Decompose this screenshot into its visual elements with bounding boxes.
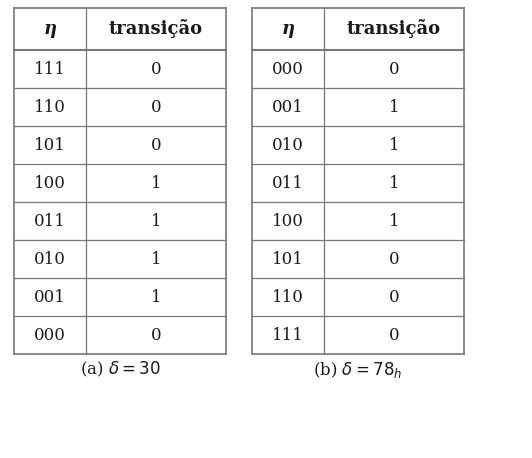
Text: 1: 1 — [151, 251, 161, 267]
Text: 000: 000 — [34, 327, 66, 344]
Text: 1: 1 — [389, 98, 400, 115]
Text: 110: 110 — [272, 289, 304, 305]
Text: 1: 1 — [389, 174, 400, 191]
Text: 1: 1 — [151, 213, 161, 229]
Text: 0: 0 — [151, 136, 161, 153]
Text: 111: 111 — [272, 327, 304, 344]
Text: 001: 001 — [34, 289, 66, 305]
Text: 1: 1 — [389, 213, 400, 229]
Text: 011: 011 — [34, 213, 66, 229]
Text: 0: 0 — [389, 289, 400, 305]
Text: 1: 1 — [151, 289, 161, 305]
Text: 100: 100 — [272, 213, 304, 229]
Text: transição: transição — [109, 20, 203, 38]
Text: 0: 0 — [389, 60, 400, 77]
Text: (b) $\delta = 78_h$: (b) $\delta = 78_h$ — [313, 360, 403, 380]
Text: (a) $\delta = 30$: (a) $\delta = 30$ — [80, 360, 160, 379]
Text: 001: 001 — [272, 98, 304, 115]
Text: η: η — [281, 20, 295, 38]
Text: 101: 101 — [272, 251, 304, 267]
Text: 1: 1 — [389, 136, 400, 153]
Text: 011: 011 — [272, 174, 304, 191]
Text: 0: 0 — [151, 327, 161, 344]
Text: transição: transição — [347, 20, 441, 38]
Text: 101: 101 — [34, 136, 66, 153]
Text: 100: 100 — [34, 174, 66, 191]
Text: 000: 000 — [272, 60, 304, 77]
Text: 0: 0 — [151, 98, 161, 115]
Bar — [252, 8, 464, 354]
Text: 010: 010 — [272, 136, 304, 153]
Text: 010: 010 — [34, 251, 66, 267]
Text: 1: 1 — [151, 174, 161, 191]
Text: η: η — [44, 20, 56, 38]
Text: 0: 0 — [151, 60, 161, 77]
Text: 111: 111 — [34, 60, 66, 77]
Text: 0: 0 — [389, 251, 400, 267]
Text: 110: 110 — [34, 98, 66, 115]
Bar — [14, 8, 226, 354]
Text: 0: 0 — [389, 327, 400, 344]
